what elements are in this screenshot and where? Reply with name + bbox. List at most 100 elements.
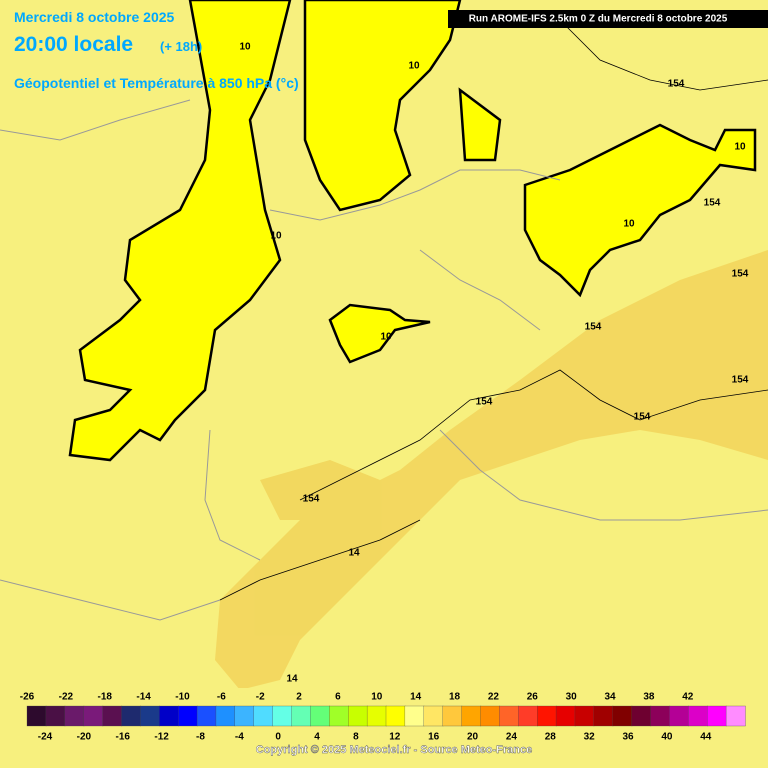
- scale-label: -20: [77, 732, 92, 743]
- scale-label: 10: [371, 692, 383, 703]
- scale-label: -24: [38, 732, 53, 743]
- scale-label: 32: [584, 732, 596, 743]
- scale-label: 2: [296, 692, 302, 703]
- color-cell: [196, 705, 217, 727]
- scale-label: 34: [604, 692, 616, 703]
- color-cell: [64, 705, 85, 727]
- contour-label: 154: [732, 269, 749, 280]
- contour-label: 10: [408, 61, 420, 72]
- color-cell: [423, 705, 444, 727]
- contour-label: 10: [239, 42, 251, 53]
- color-cell: [348, 705, 368, 727]
- color-cell: [480, 705, 501, 727]
- contour-labels: 10 10 10 10 10 10 154 154 154 154 154 15…: [239, 42, 748, 685]
- scale-label: -8: [196, 732, 205, 743]
- contour-label: 14: [286, 674, 298, 685]
- color-cell: [707, 705, 727, 727]
- color-cell: [178, 705, 198, 727]
- contour-label: 154: [476, 397, 493, 408]
- contour-label: 154: [732, 375, 749, 386]
- color-cell: [404, 705, 425, 727]
- color-cell: [442, 705, 463, 727]
- contour-label: 10: [270, 231, 282, 242]
- color-cell: [215, 705, 236, 727]
- color-cell: [499, 705, 519, 727]
- scale-label: 44: [700, 732, 712, 743]
- color-cell: [593, 705, 614, 727]
- scale-label: 14: [410, 692, 422, 703]
- scale-label: 30: [566, 692, 578, 703]
- scale-label: -22: [59, 692, 74, 703]
- color-cell: [272, 705, 293, 727]
- contour-label: 154: [704, 198, 721, 209]
- copyright: Copyright © 2025 Meteociel.fr - Source M…: [256, 744, 532, 756]
- scale-label: 38: [643, 692, 655, 703]
- legend-background: [0, 688, 768, 768]
- scale-label: 20: [467, 732, 479, 743]
- scale-label: -18: [98, 692, 113, 703]
- scale-label: -6: [217, 692, 226, 703]
- color-cell: [26, 705, 47, 727]
- contour-label: 154: [668, 79, 685, 90]
- color-cell: [669, 705, 689, 727]
- lead: (+ 18h): [160, 39, 202, 54]
- color-cell: [291, 705, 312, 727]
- scale-label: 22: [488, 692, 500, 703]
- scale-label: -16: [116, 732, 131, 743]
- color-cell: [461, 705, 482, 727]
- contour-label: 154: [303, 494, 320, 505]
- color-cell: [102, 705, 123, 727]
- scale-label: 4: [314, 732, 320, 743]
- color-cell: [574, 705, 595, 727]
- contour-label: 10: [380, 332, 392, 343]
- color-cell: [366, 705, 387, 727]
- color-cell: [253, 705, 274, 727]
- color-cell: [650, 705, 671, 727]
- color-cell: [518, 705, 538, 727]
- borders: [0, 99, 768, 621]
- run-box: [448, 10, 768, 28]
- scale-label: 6: [335, 692, 341, 703]
- color-cell: [725, 705, 746, 727]
- contour-label: 154: [585, 322, 602, 333]
- run-info: Run AROME-IFS 2.5km 0 Z du Mercredi 8 oc…: [469, 14, 728, 25]
- scale-label: -2: [256, 692, 265, 703]
- color-scale: -26 -22 -18 -14 -10 -6 -2 2 6 10 14 18 22 26 30 34 38 42-…: [20, 692, 746, 743]
- scale-label: 36: [622, 732, 634, 743]
- scale-label: 26: [527, 692, 539, 703]
- scale-label: -10: [175, 692, 190, 703]
- color-cell: [159, 705, 179, 727]
- color-cell: [83, 705, 104, 727]
- color-cell: [688, 705, 708, 727]
- color-cell: [310, 705, 330, 727]
- contour-lines: [219, 19, 768, 601]
- contour-label: 10: [734, 142, 746, 153]
- color-cell: [537, 705, 557, 727]
- time: 20:00 locale: [14, 33, 133, 56]
- scale-label: 12: [389, 732, 401, 743]
- scale-label: 16: [428, 732, 440, 743]
- field: Géopotentiel et Température à 850 hPa (°…: [14, 75, 299, 91]
- contour-label: 14: [348, 548, 360, 559]
- scale-label: 0: [275, 732, 281, 743]
- scale-label: 8: [353, 732, 359, 743]
- contour-label: 10: [623, 219, 635, 230]
- scale-label: 18: [449, 692, 461, 703]
- scale-label: -12: [154, 732, 169, 743]
- date: Mercredi 8 octobre 2025: [14, 9, 175, 25]
- scale-label: -26: [20, 692, 35, 703]
- scale-label: 40: [661, 732, 673, 743]
- color-cell: [140, 705, 160, 727]
- scale-label: -4: [235, 732, 244, 743]
- contour-label: 154: [634, 412, 651, 423]
- color-cell: [555, 705, 576, 727]
- color-cell: [45, 705, 66, 727]
- color-cell: [329, 705, 349, 727]
- color-cell: [385, 705, 406, 727]
- color-cell: [612, 705, 633, 727]
- color-cell: [631, 705, 652, 727]
- color-cell: [121, 705, 142, 727]
- scale-label: 28: [545, 732, 557, 743]
- scale-label: 42: [682, 692, 694, 703]
